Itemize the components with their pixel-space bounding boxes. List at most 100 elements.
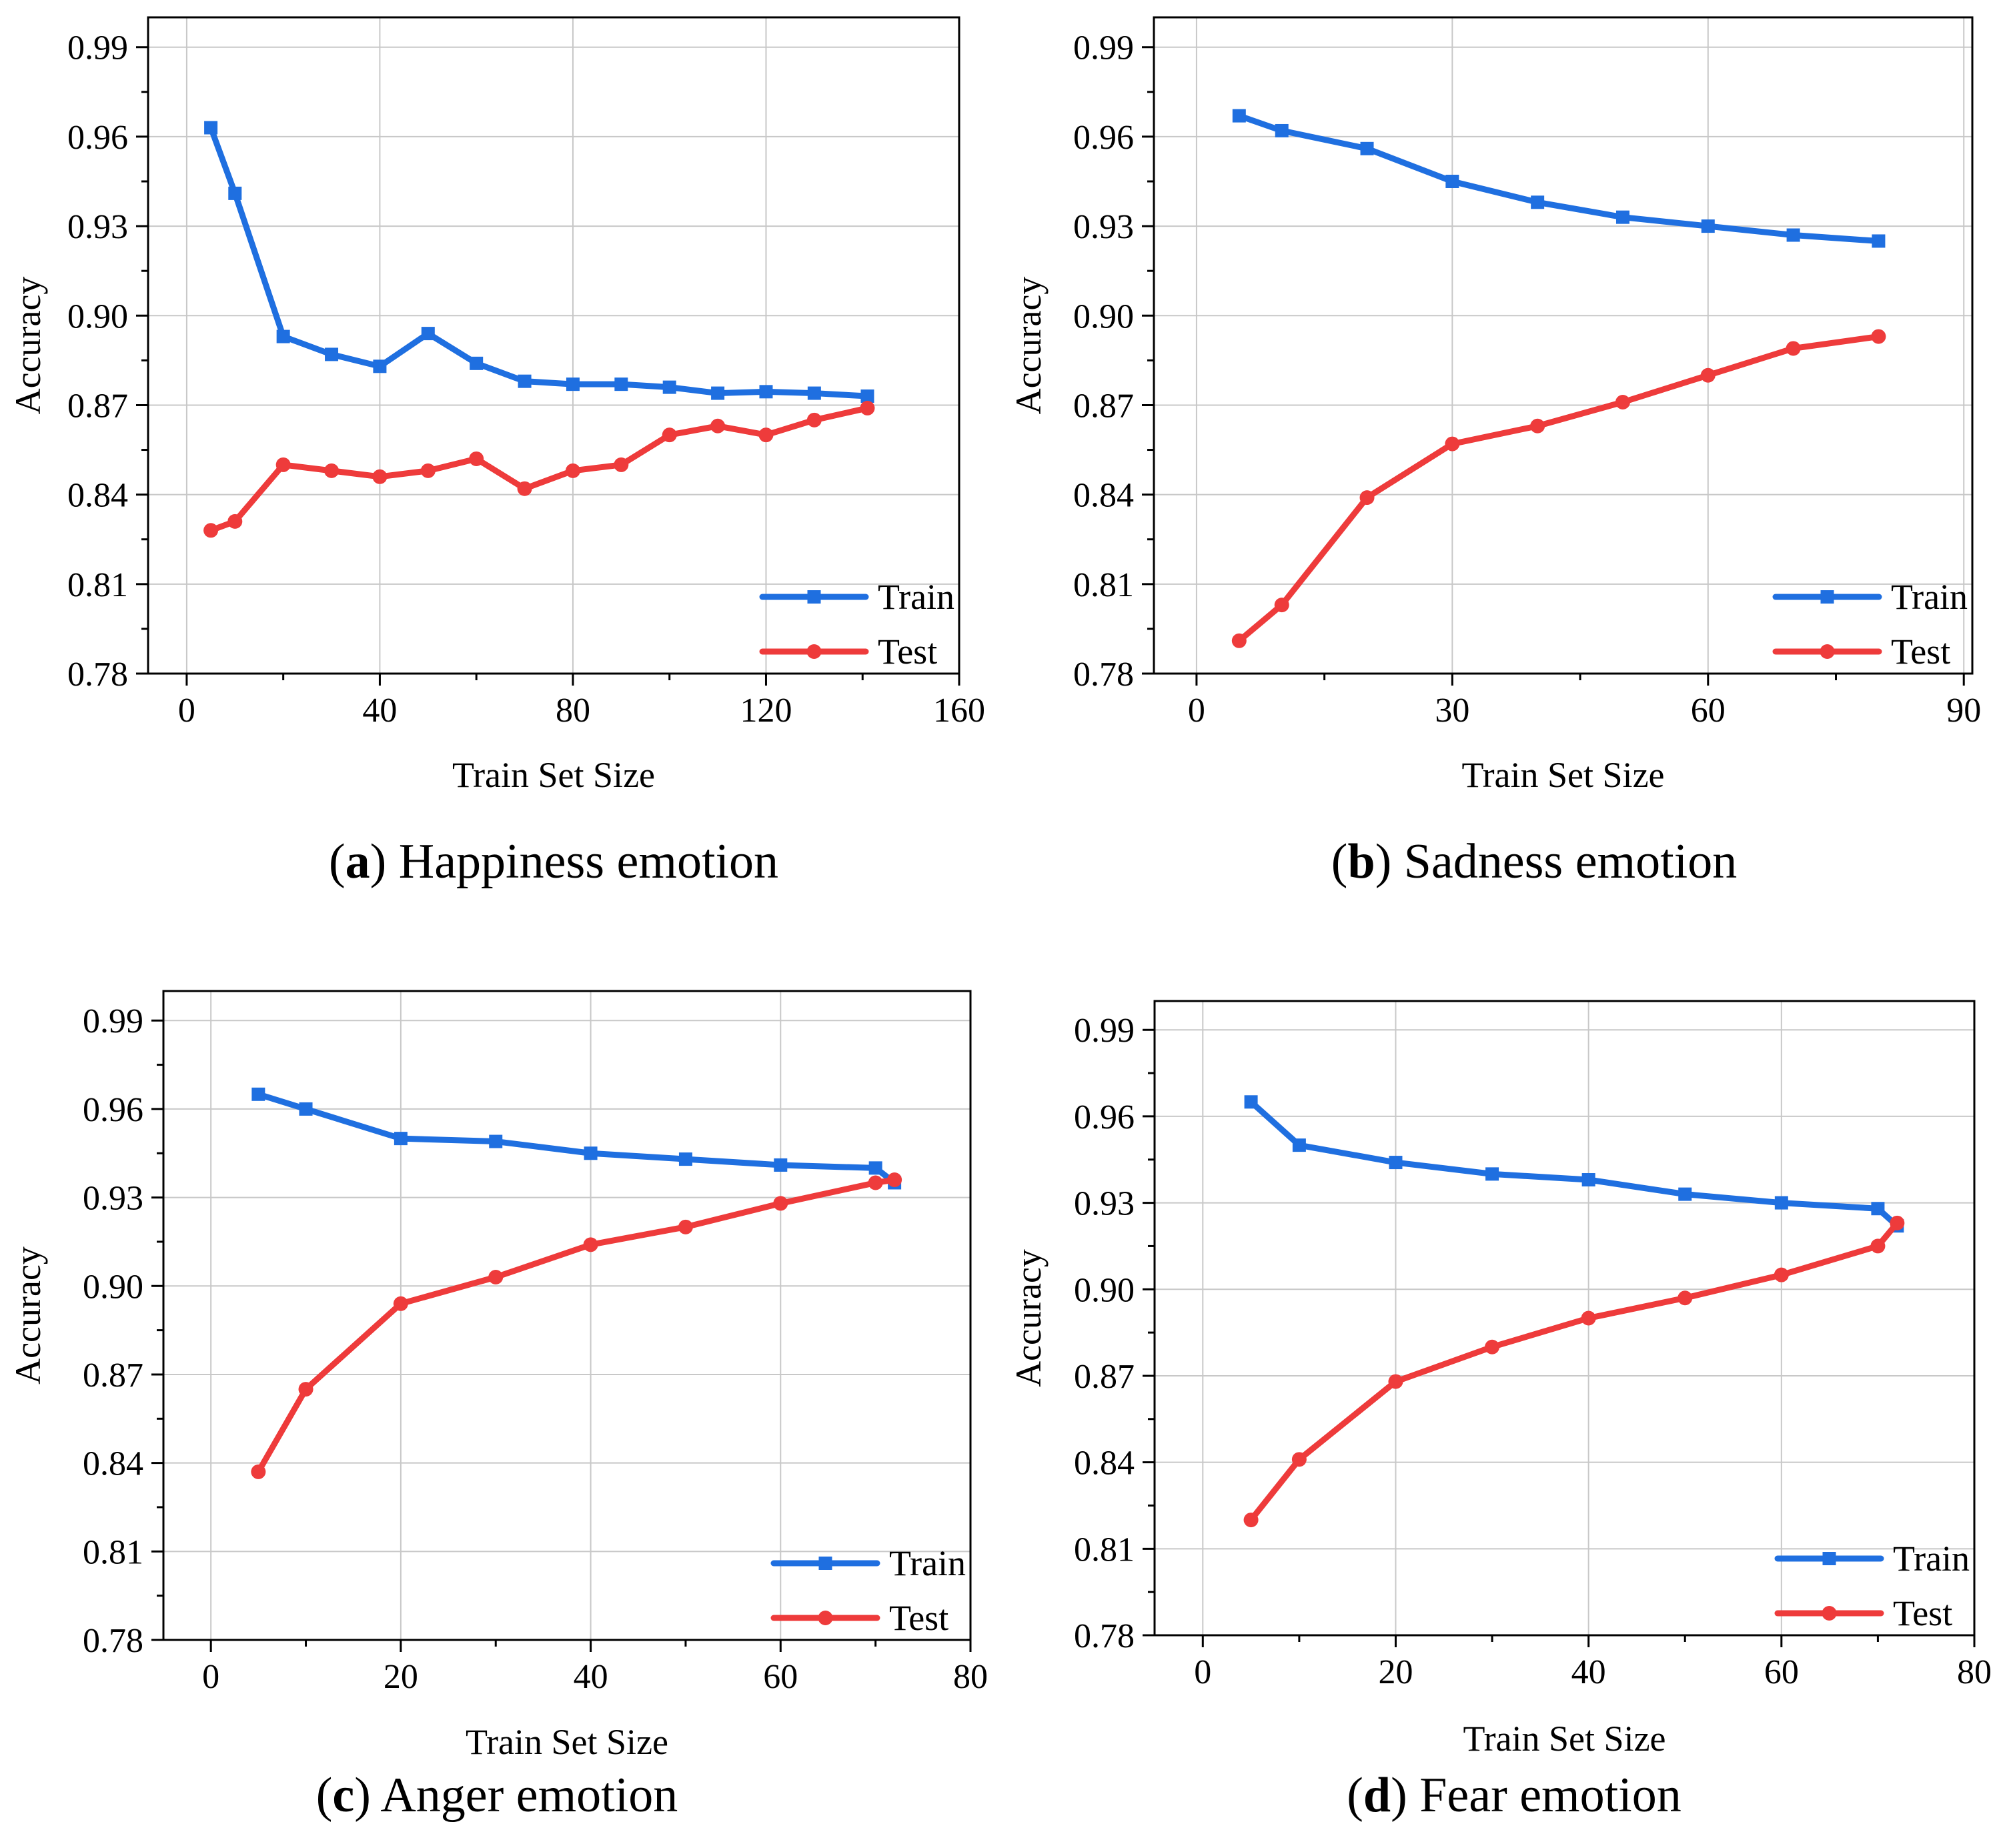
y-tick-label: 0.81 bbox=[1073, 566, 1134, 604]
x-tick-label: 120 bbox=[740, 692, 792, 730]
y-tick-label: 0.99 bbox=[1074, 1012, 1135, 1050]
plot-frame bbox=[147, 16, 960, 675]
chart-panel-a: 0 40 80 120 160 0.78 0.81 0.84 0.87 0.90 0.93 0.96 0… bbox=[0, 0, 1001, 924]
legend-train-marker bbox=[818, 1557, 832, 1570]
caption-a: (a) Happiness emotion bbox=[328, 834, 779, 889]
y-tick-label: 0.81 bbox=[67, 566, 128, 604]
legend-test-marker bbox=[806, 644, 822, 659]
series-test-point bbox=[1445, 436, 1460, 451]
series-test-point bbox=[1870, 1238, 1886, 1254]
series-test-point bbox=[773, 1196, 788, 1211]
series-train-point bbox=[1360, 141, 1374, 155]
series-test-point bbox=[251, 1464, 266, 1479]
x-tick-label: 160 bbox=[933, 692, 985, 730]
y-tick-label: 0.87 bbox=[1073, 387, 1134, 425]
series-test-point bbox=[1243, 1513, 1259, 1528]
series-train-point bbox=[1581, 1173, 1595, 1187]
series-test-point bbox=[393, 1296, 408, 1311]
series-test-point bbox=[1615, 394, 1630, 409]
series-train-point bbox=[299, 1102, 313, 1116]
series-train-line bbox=[207, 124, 870, 399]
y-tick-label: 0.99 bbox=[1073, 29, 1134, 67]
legend-test-label: Test bbox=[878, 632, 937, 672]
y-tick-label: 0.84 bbox=[67, 477, 128, 515]
series-train-point bbox=[394, 1132, 408, 1146]
legend-train-marker bbox=[807, 590, 821, 604]
caption-b-letter: b bbox=[1347, 834, 1375, 889]
series-test-point bbox=[298, 1382, 313, 1397]
y-tick-label: 0.90 bbox=[83, 1268, 143, 1306]
series-test-point bbox=[420, 463, 436, 478]
plot-frame bbox=[162, 990, 972, 1641]
y-axis-label: Accuracy bbox=[1009, 277, 1049, 415]
legend-test-marker bbox=[1822, 1606, 1837, 1621]
series-train-point bbox=[1389, 1156, 1403, 1170]
series-train-point bbox=[228, 186, 242, 200]
series-train-point bbox=[1244, 1095, 1258, 1109]
series-test-point bbox=[517, 481, 532, 496]
series-test-point bbox=[887, 1172, 902, 1188]
caption-d-text: Fear emotion bbox=[1419, 1768, 1682, 1823]
series-test-line bbox=[255, 1176, 898, 1475]
x-tick-label: 60 bbox=[763, 1658, 798, 1696]
series-train-line bbox=[1236, 113, 1882, 244]
series-train-point bbox=[1678, 1187, 1692, 1201]
series-test-point bbox=[1678, 1290, 1693, 1306]
series-train-point bbox=[251, 1087, 265, 1101]
series-train-point bbox=[325, 347, 339, 361]
chart-svg-b: 0 30 60 90 0.78 0.81 0.84 0.87 0.90 0.93 0.96 0.99 T… bbox=[1009, 16, 1981, 795]
series-test-point bbox=[1786, 341, 1801, 356]
y-tick-label: 0.90 bbox=[1074, 1271, 1135, 1309]
x-tick-label: 20 bbox=[384, 1658, 418, 1696]
y-tick-label: 0.84 bbox=[1074, 1445, 1135, 1483]
series-train-point bbox=[807, 386, 821, 400]
series-train-point bbox=[1232, 109, 1246, 123]
series-test-line bbox=[207, 405, 870, 534]
series-train-point bbox=[566, 377, 580, 391]
series-test-point bbox=[203, 523, 219, 538]
plot-frame bbox=[1153, 1000, 1976, 1637]
series-train-line bbox=[1248, 1098, 1900, 1229]
series-test-point bbox=[1291, 1452, 1307, 1467]
caption-c-text: Anger emotion bbox=[380, 1768, 678, 1823]
caption-d-letter: d bbox=[1363, 1768, 1391, 1823]
series-test-point bbox=[614, 457, 629, 472]
series-test-point bbox=[1359, 490, 1375, 506]
series-train-point bbox=[759, 385, 773, 399]
series-train-point bbox=[470, 356, 484, 370]
caption-b-text: Sadness emotion bbox=[1403, 834, 1738, 889]
series-test-point bbox=[868, 1175, 883, 1190]
chart-svg-c: 0 20 40 60 80 0.78 0.81 0.84 0.87 0.90 0.93 0.96 0.9… bbox=[8, 990, 988, 1762]
y-tick-label: 0.96 bbox=[67, 119, 128, 157]
chart-svg-d: 0 20 40 60 80 0.78 0.81 0.84 0.87 0.90 0.93 0.96 0.9… bbox=[1009, 1000, 1992, 1759]
x-tick-label: 20 bbox=[1378, 1653, 1413, 1691]
y-tick-label: 0.78 bbox=[1074, 1617, 1135, 1655]
y-tick-label: 0.78 bbox=[83, 1622, 143, 1660]
y-tick-label: 0.78 bbox=[67, 656, 128, 694]
y-tick-label: 0.87 bbox=[1074, 1358, 1135, 1396]
series-train-point bbox=[1872, 234, 1886, 248]
y-axis-label: Accuracy bbox=[8, 277, 48, 415]
caption-d: (d) Fear emotion bbox=[1347, 1768, 1682, 1823]
series-train-point bbox=[1871, 1202, 1885, 1216]
x-tick-label: 40 bbox=[1571, 1653, 1606, 1691]
caption-a-text: Happiness emotion bbox=[398, 834, 779, 889]
series-test-point bbox=[1274, 598, 1289, 613]
caption-c: (c) Anger emotion bbox=[315, 1768, 678, 1823]
series-train-point bbox=[860, 389, 874, 403]
series-test-point bbox=[227, 514, 243, 529]
series-test-point bbox=[1485, 1339, 1500, 1354]
series-train-point bbox=[373, 359, 387, 373]
series-train-point bbox=[204, 121, 218, 135]
series-train-point bbox=[584, 1146, 598, 1160]
y-axis-label: Accuracy bbox=[1009, 1249, 1049, 1387]
series-test-point bbox=[806, 412, 822, 427]
legend-test-marker bbox=[1820, 644, 1835, 659]
caption-c-letter: c bbox=[332, 1768, 355, 1823]
series-train-point bbox=[774, 1158, 788, 1172]
series-test-point bbox=[1774, 1267, 1789, 1282]
legend-test-marker bbox=[818, 1611, 833, 1625]
series-train-point bbox=[421, 327, 435, 341]
y-tick-label: 0.99 bbox=[83, 1002, 143, 1040]
legend-train-marker bbox=[1820, 590, 1834, 604]
